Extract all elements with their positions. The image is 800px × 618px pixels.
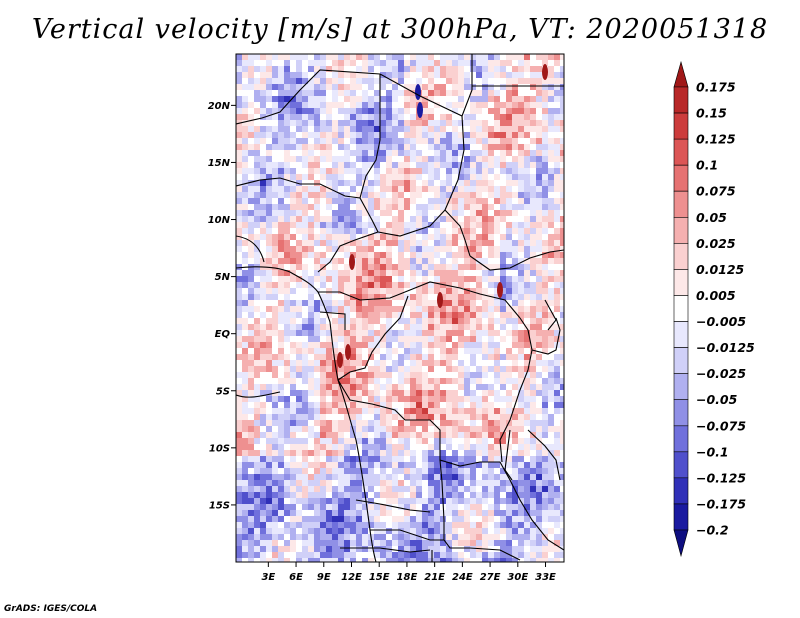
software-credit: GrADS: IGES/COLA [4,604,98,614]
colorbar-swatch [673,269,689,296]
chart-title: Vertical velocity [m/s] at 300hPa, VT: 2… [31,14,769,45]
lat-label: 15S [209,500,230,511]
latitude-axis: 20N 15N 10N 5N EQ 5S 10S 15S [208,101,236,511]
velocity-field [236,54,564,562]
lat-label: 10S [209,443,230,454]
colorbar-label: −0.005 [696,314,746,329]
map-frame [235,53,565,563]
colorbar-label: 0.1 [696,158,718,173]
colorbar-swatch [673,399,689,427]
colorbar-label: −0.175 [696,496,746,511]
colorbar-label: 0.125 [696,132,736,147]
colorbar-swatch [673,373,689,401]
lat-label: 5S [216,386,230,397]
lon-label: 15E [369,572,390,583]
colorbar-swatch [673,451,689,479]
colorbar-swatch [673,243,689,270]
colorbar-label: 0.025 [696,236,736,251]
lon-label: 3E [261,572,275,583]
lon-label: 21E [424,572,445,583]
lon-label: 24E [452,572,473,583]
colorbar: 0.175 0.15 0.125 0.1 0.075 0.05 0.025 0.0125 0.0… [673,60,755,558]
colorbar-swatch [673,138,689,166]
colorbar-swatch [673,529,689,558]
colorbar-label: 0.05 [696,210,727,225]
colorbar-swatch [673,190,689,218]
colorbar-swatch [673,425,689,453]
colorbar-swatch [673,86,689,114]
lon-label: 27E [480,572,501,583]
country-borders [236,54,564,562]
colorbar-label: 0.075 [696,184,736,199]
colorbar-swatch [673,347,689,374]
colorbar-swatch [673,216,689,244]
colorbar-label: −0.075 [696,418,746,433]
lat-label: 10N [208,215,231,226]
colorbar-label: −0.0125 [696,340,755,355]
colorbar-label: 0.15 [696,106,727,121]
longitude-axis: 3E 6E 9E 12E 15E 18E 21E 24E 27E 30E 33E [261,562,556,583]
lon-label: 30E [507,572,528,583]
colorbar-label: 0.175 [696,80,736,95]
colorbar-label: −0.125 [696,470,746,485]
colorbar-label: −0.025 [696,366,746,381]
colorbar-label: 0.0125 [696,262,745,277]
lon-label: 9E [317,572,331,583]
colorbar-swatch [673,477,689,505]
lat-label: 5N [215,272,231,283]
colorbar-label: 0.005 [696,288,736,303]
colorbar-swatch [673,321,689,348]
colorbar-label: −0.1 [696,444,729,459]
lon-label: 33E [535,572,556,583]
lat-label: 15N [208,158,231,169]
lat-label: EQ [215,329,231,340]
colorbar-swatch [673,60,689,88]
lat-label: 20N [208,101,231,112]
colorbar-swatch [673,164,689,192]
colorbar-swatch [673,112,689,140]
colorbar-swatch [673,295,689,322]
lon-label: 18E [397,572,418,583]
colorbar-label: −0.2 [696,523,729,538]
lon-label: 6E [289,572,303,583]
lon-label: 12E [341,572,362,583]
colorbar-label: −0.05 [696,392,738,407]
colorbar-swatch [673,503,689,531]
